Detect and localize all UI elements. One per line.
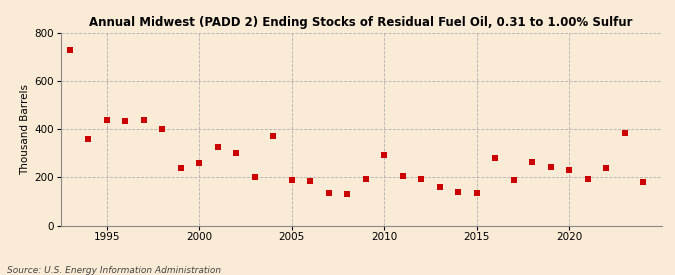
Point (323, 191, 334, 195)
Point (453, 190, 464, 194)
Text: Source: U.S. Energy Information Administration: Source: U.S. Energy Information Administ… (7, 266, 221, 275)
Point (490, 156, 501, 160)
Point (138, 117, 149, 122)
Point (120, 119, 131, 123)
Point (231, 151, 242, 155)
Point (638, 180, 649, 184)
Point (416, 176, 427, 181)
Point (176, 166, 186, 170)
Point (342, 192, 352, 196)
Point (434, 185, 445, 189)
Point (194, 161, 205, 165)
Point (286, 178, 297, 182)
Point (508, 178, 519, 182)
Point (250, 175, 261, 180)
Point (213, 145, 223, 150)
Point (157, 127, 168, 131)
Point (360, 176, 371, 181)
Point (582, 176, 593, 181)
Y-axis label: Thousand Barrels: Thousand Barrels (20, 84, 30, 175)
Point (545, 164, 556, 169)
Title: Annual Midwest (PADD 2) Ending Stocks of Residual Fuel Oil, 0.31 to 1.00% Sulfur: Annual Midwest (PADD 2) Ending Stocks of… (89, 16, 633, 29)
Point (398, 174, 408, 178)
Point (65, 48, 76, 52)
Point (564, 168, 574, 172)
Point (83, 137, 94, 141)
Point (101, 117, 112, 122)
Point (471, 191, 482, 195)
Point (601, 166, 612, 170)
Point (379, 152, 389, 157)
Point (305, 179, 316, 183)
Point (526, 160, 537, 164)
Point (268, 134, 279, 139)
Point (619, 131, 630, 135)
